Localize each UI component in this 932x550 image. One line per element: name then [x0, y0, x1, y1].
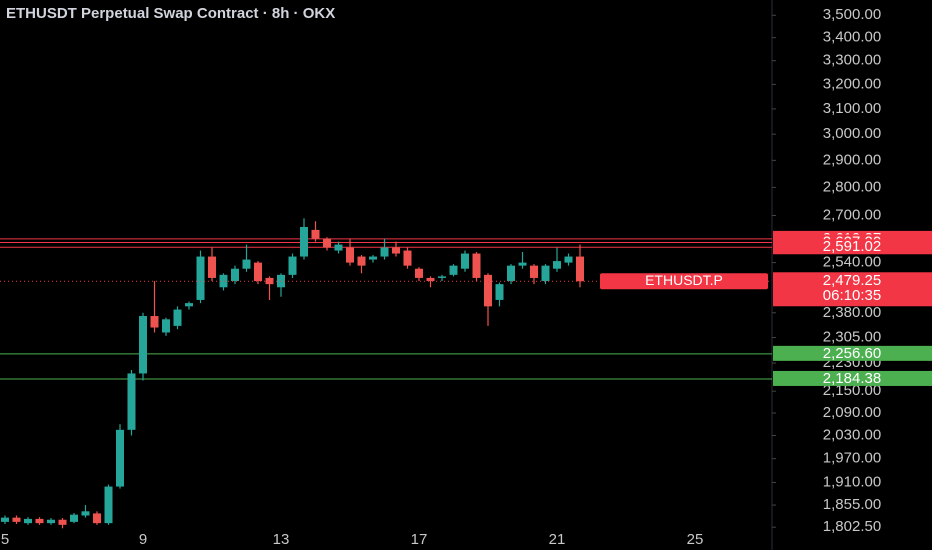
candle-body [254, 262, 262, 282]
candle-body [438, 276, 446, 278]
y-tick-label: 2,380.00 [823, 304, 881, 321]
candle-body [47, 519, 55, 524]
candle-body [369, 256, 377, 260]
candle-body [346, 247, 354, 263]
candle-body [484, 274, 492, 307]
candle-body [208, 256, 216, 278]
price-line-label-bg [773, 239, 932, 255]
candle-body [219, 274, 228, 288]
y-tick-label: 2,090.00 [823, 404, 881, 421]
candle-body [35, 518, 44, 524]
candle-body [334, 244, 343, 251]
y-tick-label: 1,802.50 [823, 518, 881, 535]
candle-body [311, 229, 320, 239]
candle-body [564, 256, 573, 263]
candle-body [415, 268, 423, 278]
y-tick-label: 3,400.00 [823, 29, 881, 46]
y-tick-label: 1,910.00 [823, 473, 881, 490]
candle-body [173, 309, 182, 326]
candle-body [472, 253, 481, 278]
y-tick-label: 2,305.00 [823, 328, 881, 345]
current-price-label: 2,479.25 [823, 272, 881, 289]
x-tick-label: 9 [139, 531, 147, 548]
candle-body [196, 256, 205, 300]
candle-body [403, 250, 412, 266]
chart-title: ETHUSDT Perpetual Swap Contract · 8h · O… [6, 5, 335, 22]
current-price-box [773, 272, 932, 307]
y-tick-label: 2,030.00 [823, 426, 881, 443]
candle-body [150, 316, 159, 328]
price-line-label-bg [773, 370, 932, 386]
y-tick-label: 3,000.00 [823, 125, 881, 142]
y-tick-label: 3,200.00 [823, 75, 881, 92]
candle-body [461, 253, 469, 269]
price-line-label-bg [773, 345, 932, 361]
candle-body [392, 247, 400, 254]
y-tick-label: 2,800.00 [823, 178, 881, 195]
candle-body [323, 238, 331, 248]
candle-body [116, 429, 124, 487]
x-tick-label: 17 [411, 531, 428, 548]
candle-body [12, 517, 21, 522]
candle-body [380, 247, 389, 257]
candle-body [553, 261, 561, 269]
candle-body [185, 303, 193, 307]
candle-body [507, 265, 515, 282]
candle-body [288, 256, 297, 275]
x-tick-label: 25 [687, 531, 704, 548]
candle-body [162, 319, 170, 333]
candle-body [70, 514, 78, 522]
price-line-label: 2,256.60 [823, 345, 881, 362]
y-tick-label: 3,100.00 [823, 100, 881, 117]
y-tick-label: 2,700.00 [823, 206, 881, 223]
candle-body [357, 256, 366, 266]
candle-body [576, 256, 584, 282]
x-tick-label: 21 [549, 531, 566, 548]
candle-body [81, 511, 90, 516]
candle-body [93, 513, 101, 524]
symbol-tag: ETHUSDT.P [645, 272, 723, 288]
y-tick-label: 1,970.00 [823, 450, 881, 467]
candle-body [530, 265, 538, 278]
candle-body [24, 518, 32, 524]
y-tick-label: 3,300.00 [823, 52, 881, 69]
candle-body [495, 284, 504, 300]
countdown: 06:10:35 [823, 287, 881, 304]
y-tick-label: 2,540.00 [823, 254, 881, 271]
candle-body [58, 519, 67, 525]
y-tick-label: 2,150.00 [823, 382, 881, 399]
y-tick-label: 3,500.00 [823, 6, 881, 23]
candle-body [127, 373, 136, 430]
candle-body [426, 277, 435, 282]
y-tick-label: 1,855.00 [823, 496, 881, 513]
candle-body [1, 517, 9, 522]
candle-body [265, 277, 274, 285]
candle-body [449, 265, 458, 275]
price-line-label: 2,184.38 [823, 370, 881, 387]
candle-body [231, 268, 239, 282]
candle-body [300, 226, 308, 257]
candle-body [541, 265, 550, 282]
x-tick-label: 13 [273, 531, 290, 548]
candle-body [242, 259, 251, 269]
candle-body [518, 262, 527, 266]
price-line-label: 2,591.02 [823, 238, 881, 255]
y-tick-label: 2,900.00 [823, 151, 881, 168]
x-tick-label: 5 [1, 531, 9, 548]
symbol-tag-bg [600, 273, 768, 290]
candle-body [104, 486, 113, 524]
candle-body [139, 316, 147, 374]
